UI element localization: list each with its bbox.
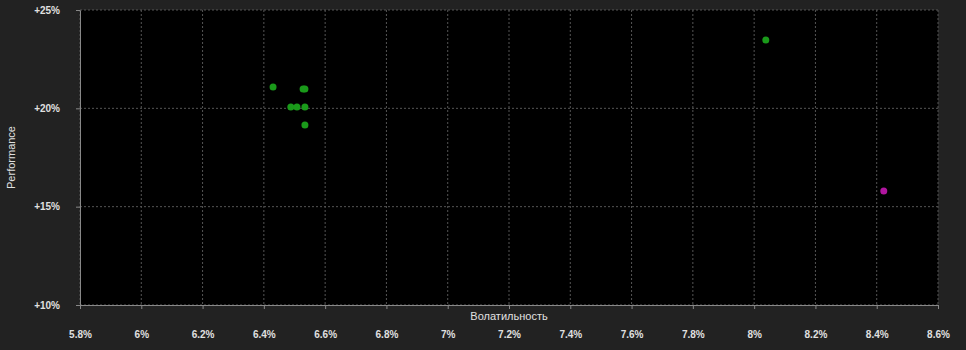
x-axis: 5.8% 6% 6.2% 6.4% 6.6% 6.8% 7% 7.2% 7.4% 7.6% 7.8%… [69, 305, 950, 340]
x-tick: 8.6% [927, 305, 950, 340]
background [0, 0, 966, 350]
x-tick-label: 8.2% [805, 329, 828, 340]
x-tick-label: 7.8% [682, 329, 705, 340]
y-tick-mark [76, 108, 80, 109]
point [762, 37, 769, 44]
y-tick: +25% [34, 5, 80, 16]
x-tick: 7.8% [682, 305, 705, 340]
x-tick-mark [325, 305, 326, 309]
x-tick: 6.4% [253, 305, 276, 340]
x-tick: 8.4% [866, 305, 889, 340]
point [301, 122, 308, 129]
x-tick: 6.2% [192, 305, 215, 340]
x-tick-mark [80, 305, 81, 309]
x-tick-mark [509, 305, 510, 309]
grid-line-y [80, 10, 938, 11]
point [301, 86, 308, 93]
x-tick: 7.4% [559, 305, 582, 340]
x-tick-label: 8.6% [927, 329, 950, 340]
grid-line-x [202, 10, 203, 305]
point [880, 187, 887, 194]
x-tick-label: 7.2% [498, 329, 521, 340]
plot-area [80, 10, 938, 305]
grid-line-x [570, 10, 571, 305]
y-tick-mark [76, 10, 80, 11]
points [270, 37, 888, 195]
y-tick-label: +15% [34, 201, 60, 212]
x-tick-mark [448, 305, 449, 309]
point [270, 83, 277, 90]
y-tick-label: +20% [34, 103, 60, 114]
grid-line-x [631, 10, 632, 305]
grid-line-x [386, 10, 387, 305]
x-tick-label: 6.8% [376, 329, 399, 340]
x-tick-label: 6% [135, 329, 150, 340]
x-tick: 6.8% [376, 305, 399, 340]
x-tick-mark [632, 305, 633, 309]
y-tick: +10% [34, 300, 80, 311]
x-tick-label: 6.2% [192, 329, 215, 340]
x-tick-mark [570, 305, 571, 309]
grid [80, 10, 938, 305]
x-tick-mark [815, 305, 816, 309]
x-tick-mark [693, 305, 694, 309]
x-tick-label: 8.4% [866, 329, 889, 340]
grid-line-y [80, 206, 938, 207]
grid-line-x [141, 10, 142, 305]
grid-line-y [80, 108, 938, 109]
x-tick-label: 7.4% [559, 329, 582, 340]
grid-line-x [876, 10, 877, 305]
y-axis: +10% +15% +20% +25% [34, 5, 80, 311]
x-tick-label: 6.4% [253, 329, 276, 340]
grid-line-x [325, 10, 326, 305]
plot: 5.8% 6% 6.2% 6.4% 6.6% 6.8% 7% 7.2% 7.4% 7.6% 7.8%… [34, 5, 950, 340]
y-tick-label: +25% [34, 5, 60, 16]
y-axis-title: Performance [5, 126, 17, 189]
chart: 5.8% 6% 6.2% 6.4% 6.6% 6.8% 7% 7.2% 7.4% 7.6% 7.8%… [0, 0, 966, 350]
x-tick-mark [877, 305, 878, 309]
x-tick-mark [141, 305, 142, 309]
y-tick-mark [76, 207, 80, 208]
x-tick-label: 7% [441, 329, 456, 340]
grid-line-x [263, 10, 264, 305]
x-tick-mark [203, 305, 204, 309]
y-axis-line [80, 11, 81, 306]
grid-line-x [692, 10, 693, 305]
y-tick: +20% [34, 103, 80, 114]
y-tick: +15% [34, 201, 80, 212]
point [287, 103, 294, 110]
x-tick-mark [264, 305, 265, 309]
x-tick-label: 8% [747, 329, 762, 340]
x-axis-title: Волатильность [470, 310, 548, 322]
x-tick-label: 7.6% [621, 329, 644, 340]
x-tick-label: 6.6% [314, 329, 337, 340]
grid-line-x [815, 10, 816, 305]
y-tick-label: +10% [34, 300, 60, 311]
point [301, 103, 308, 110]
x-tick-mark [938, 305, 939, 309]
point [293, 103, 300, 110]
x-tick-label: 5.8% [69, 329, 92, 340]
x-tick: 7% [441, 305, 456, 340]
grid-line-x [509, 10, 510, 305]
grid-line-x [80, 10, 81, 305]
x-tick: 6.6% [314, 305, 337, 340]
x-tick: 8.2% [805, 305, 828, 340]
grid-line-x [754, 10, 755, 305]
x-tick-mark [754, 305, 755, 309]
x-tick: 6% [135, 305, 150, 340]
x-tick: 7.6% [621, 305, 644, 340]
x-tick: 8% [747, 305, 762, 340]
y-tick-mark [76, 305, 80, 306]
grid-line-x [447, 10, 448, 305]
x-tick: 5.8% [69, 305, 92, 340]
x-tick-mark [386, 305, 387, 309]
grid-line-x [938, 10, 939, 305]
